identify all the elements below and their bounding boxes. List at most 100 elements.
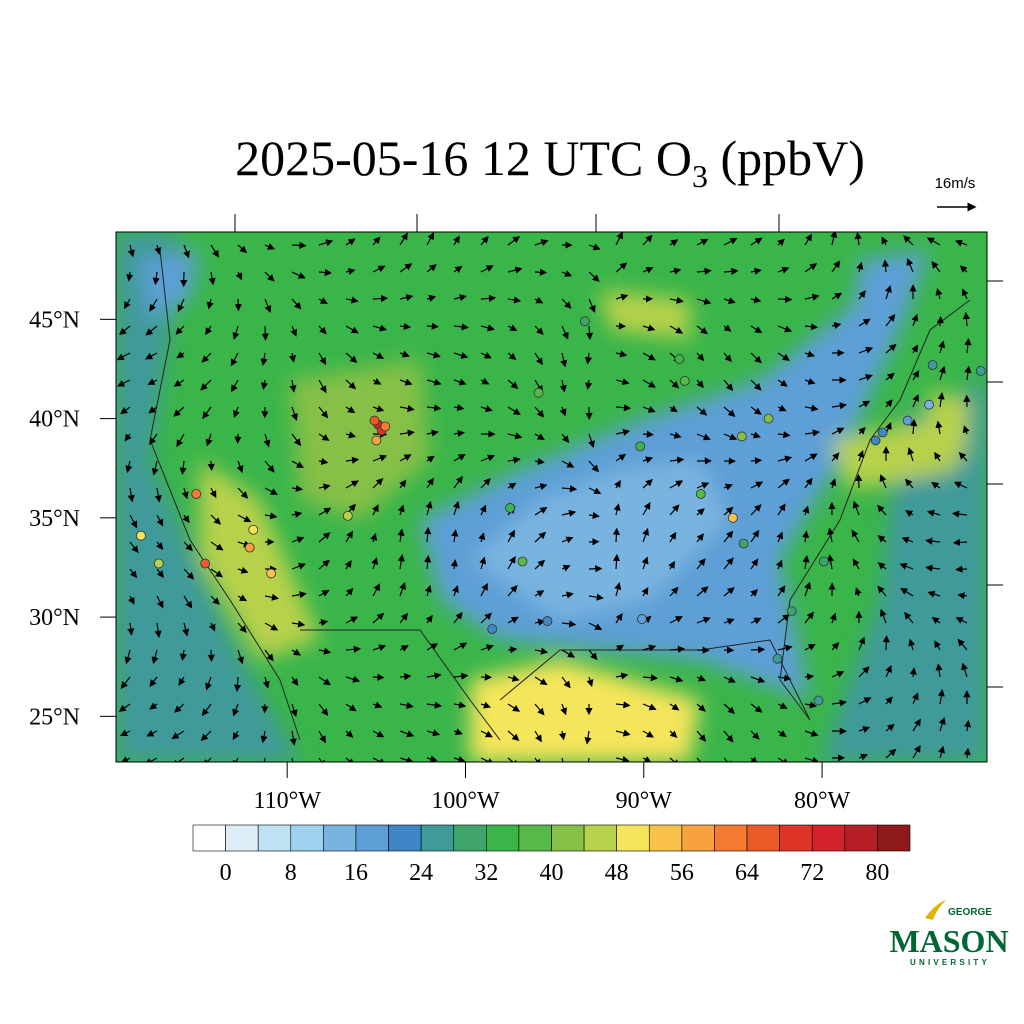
wind-arrow	[264, 593, 280, 601]
wind-arrow	[534, 325, 544, 335]
wind-arrow	[723, 238, 738, 246]
wind-arrow	[237, 244, 248, 254]
wind-arrow	[478, 532, 486, 543]
station	[542, 616, 553, 626]
wind-arrow	[154, 487, 162, 503]
wind-arrow	[804, 730, 819, 737]
wind-arrow	[264, 622, 279, 631]
wind-arrow	[424, 555, 432, 570]
wind-arrow	[450, 559, 458, 570]
wind-arrow	[399, 294, 414, 302]
wind-arrow	[642, 479, 653, 489]
station	[248, 524, 259, 535]
wind-arrow	[561, 591, 574, 599]
wind-arrow	[588, 622, 603, 630]
wind-arrow	[149, 298, 158, 312]
wind-arrow	[426, 429, 439, 437]
wind-arrow	[345, 379, 357, 390]
wind-arrow	[154, 244, 162, 255]
wind-arrow	[777, 352, 790, 361]
colorbar-box	[388, 824, 422, 852]
wind-arrow	[723, 297, 736, 305]
wind-arrow	[426, 351, 441, 359]
wind-arrow	[558, 730, 567, 741]
wind-arrow	[750, 457, 763, 465]
wind-arrow	[884, 285, 892, 300]
wind-arrow	[237, 622, 247, 633]
wind-arrow	[291, 433, 302, 447]
station	[380, 421, 391, 432]
wind-arrow	[372, 377, 382, 385]
wind-arrow	[777, 757, 790, 762]
wind-arrow	[125, 460, 133, 474]
wind-arrow	[154, 622, 162, 639]
wind-arrow	[291, 484, 304, 493]
wind-arrow	[585, 325, 594, 341]
wind-arrow	[202, 406, 212, 420]
wind-arrow	[936, 315, 944, 327]
wind-arrow	[534, 703, 545, 716]
wind-arrow	[480, 757, 495, 762]
station	[786, 606, 797, 617]
wind-arrow	[750, 617, 762, 625]
wind-arrow	[507, 529, 516, 543]
wind-arrow	[117, 379, 131, 387]
wind-arrow	[480, 265, 494, 273]
wind-arrow	[588, 593, 604, 601]
wind-arrow	[908, 638, 916, 651]
wind-arrow	[615, 232, 623, 246]
wind-arrow	[885, 696, 893, 705]
wind-arrow	[804, 404, 819, 412]
wind-arrow	[318, 507, 332, 516]
wind-arrow	[372, 324, 388, 332]
wind-arrow	[885, 343, 897, 354]
wind-arrow	[668, 560, 676, 570]
wind-arrow	[452, 585, 459, 597]
wind-arrow	[905, 510, 914, 518]
station	[136, 530, 146, 541]
colorbar-box	[746, 824, 780, 852]
wind-arrow	[201, 352, 212, 363]
wind-arrow	[964, 365, 972, 381]
wind-arrow	[145, 325, 158, 336]
wind-arrow	[561, 270, 573, 277]
wind-arrow	[669, 531, 677, 543]
wind-arrow	[507, 703, 521, 712]
wind-arrow	[642, 430, 654, 438]
wind-arrow	[290, 325, 298, 337]
wind-arrow	[426, 755, 438, 762]
wind-arrow	[399, 730, 415, 738]
wind-arrow	[425, 614, 433, 624]
wind-arrow	[696, 558, 706, 570]
wind-arrow	[205, 433, 213, 447]
station	[191, 489, 202, 499]
wind-arrow	[453, 351, 469, 359]
wind-arrow	[507, 324, 518, 332]
wind-arrow	[777, 702, 788, 709]
wind-arrow	[559, 379, 567, 393]
wind-arrow	[370, 533, 378, 543]
station	[763, 413, 774, 424]
wind-arrow	[561, 649, 576, 658]
wind-arrow	[642, 730, 654, 738]
wind-arrow	[129, 568, 138, 579]
wind-arrow	[318, 703, 329, 717]
wind-arrow	[561, 676, 571, 689]
wind-arrow	[750, 325, 763, 334]
wind-arrow	[173, 379, 185, 387]
wind-arrow	[453, 294, 467, 302]
station	[369, 415, 380, 426]
wind-arrow	[885, 313, 896, 327]
wind-arrow	[935, 420, 943, 435]
wind-arrow	[177, 298, 185, 313]
wind-arrow	[397, 504, 405, 516]
wind-arrow	[723, 557, 734, 570]
wind-arrow	[777, 503, 786, 516]
wind-arrow	[291, 241, 307, 249]
field-shading	[116, 232, 987, 762]
wind-arrow	[399, 672, 412, 681]
wind-arrow	[641, 556, 649, 570]
wind-arrow	[237, 487, 249, 499]
wind-arrow	[147, 378, 158, 385]
colorbar-box	[811, 824, 846, 852]
